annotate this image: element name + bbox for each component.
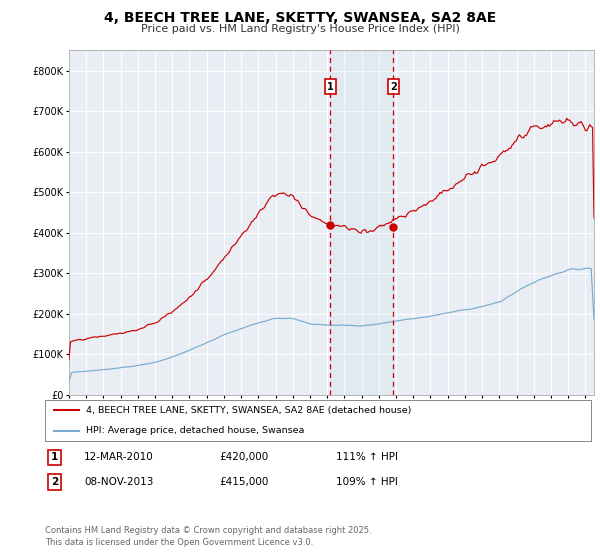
Text: Contains HM Land Registry data © Crown copyright and database right 2025.
This d: Contains HM Land Registry data © Crown c… [45,526,371,547]
Text: 4, BEECH TREE LANE, SKETTY, SWANSEA, SA2 8AE: 4, BEECH TREE LANE, SKETTY, SWANSEA, SA2… [104,11,496,25]
Text: £420,000: £420,000 [219,452,268,463]
Text: £415,000: £415,000 [219,477,268,487]
Text: 2: 2 [390,82,397,92]
Text: 2: 2 [51,477,58,487]
Text: 1: 1 [327,82,334,92]
Bar [331,50,394,395]
Text: 08-NOV-2013: 08-NOV-2013 [84,477,154,487]
Text: 4, BEECH TREE LANE, SKETTY, SWANSEA, SA2 8AE (detached house): 4, BEECH TREE LANE, SKETTY, SWANSEA, SA2… [86,406,412,415]
Text: Price paid vs. HM Land Registry's House Price Index (HPI): Price paid vs. HM Land Registry's House … [140,24,460,34]
Text: 109% ↑ HPI: 109% ↑ HPI [336,477,398,487]
Text: 12-MAR-2010: 12-MAR-2010 [84,452,154,463]
Text: HPI: Average price, detached house, Swansea: HPI: Average price, detached house, Swan… [86,426,304,435]
Text: 1: 1 [51,452,58,463]
Text: 111% ↑ HPI: 111% ↑ HPI [336,452,398,463]
